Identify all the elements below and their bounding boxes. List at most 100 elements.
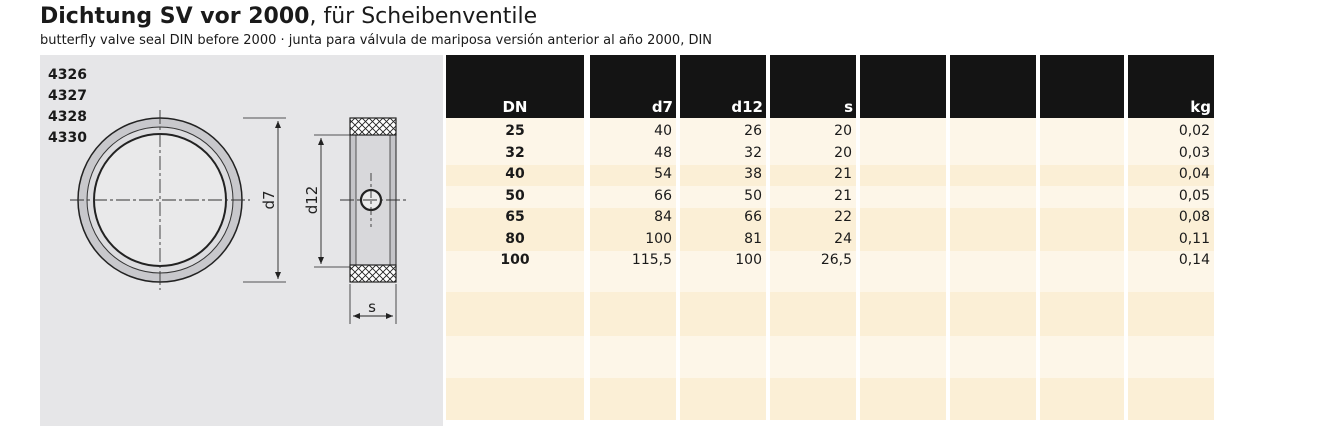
- technical-drawing: d7 d12 s: [70, 110, 406, 324]
- drawing-panel: 4326 4327 4328 4330 d7: [40, 55, 443, 426]
- table-cell-kg: 0,03: [1178, 144, 1210, 161]
- table-cell-kg: 0,02: [1178, 123, 1210, 139]
- table-cell-s: 20: [834, 123, 852, 139]
- side-section-view: [340, 117, 406, 283]
- table-cell-dn: 65: [505, 209, 525, 225]
- column-header-d7: d7: [590, 55, 676, 118]
- table-cell-kg: 0,08: [1178, 209, 1210, 225]
- column-header-kg: kg: [1128, 55, 1214, 118]
- label-d7: d7: [260, 190, 278, 209]
- table-band: [680, 186, 766, 208]
- column-header-empty-2: [950, 55, 1036, 118]
- table-band: [770, 164, 856, 186]
- table-band: [1040, 207, 1124, 251]
- table-band: [1128, 336, 1214, 378]
- table-band: [860, 164, 946, 186]
- page-title: Dichtung SV vor 2000, für Scheibenventil…: [40, 4, 537, 30]
- table-band: [770, 250, 856, 292]
- table-band: [950, 118, 1036, 165]
- article-number: 4330: [48, 130, 87, 146]
- table-band: [590, 164, 676, 186]
- table-cell-d7: 115,5: [631, 252, 672, 268]
- table-cell-d7: 100: [645, 230, 672, 247]
- table-band: [590, 186, 676, 208]
- label-d12: d12: [303, 186, 321, 215]
- table-band: [446, 164, 584, 186]
- column-header-label: d7: [651, 98, 673, 116]
- table-band: [1128, 378, 1214, 420]
- table-band: [1040, 292, 1124, 336]
- table-band: [770, 336, 856, 378]
- table-cell-dn: 100: [500, 252, 530, 268]
- table-band: [1040, 378, 1124, 420]
- table-cell-d12: 81: [744, 230, 762, 247]
- table-band: [1128, 186, 1214, 208]
- table-band: [1040, 250, 1124, 292]
- column-header-label: DN: [502, 98, 528, 116]
- table-band: [860, 118, 946, 165]
- column-header-label: d12: [731, 98, 763, 116]
- table-band: [680, 336, 766, 378]
- table-band: [590, 207, 676, 251]
- column-header-d12: d12: [680, 55, 766, 118]
- article-numbers: 4326 4327 4328 4330: [48, 65, 87, 149]
- table-cell-d7: 66: [654, 187, 672, 204]
- table-band: [590, 336, 676, 378]
- table-band: [590, 292, 676, 336]
- table-band: [680, 378, 766, 420]
- table-cell-d7: 84: [654, 209, 672, 225]
- table-cell-kg: 0,14: [1178, 252, 1210, 268]
- table-band: [680, 164, 766, 186]
- table-band: [860, 378, 946, 420]
- table-band: [770, 207, 856, 251]
- column-header-dn: DN: [446, 55, 584, 118]
- table-band: [950, 207, 1036, 251]
- table-band: [950, 336, 1036, 378]
- table-band: [950, 164, 1036, 186]
- table-band: [950, 378, 1036, 420]
- table-band: [1040, 118, 1124, 165]
- table-cell-s: 21: [834, 166, 852, 182]
- table-cell-d12: 38: [744, 166, 762, 182]
- table-cell-d12: 50: [744, 187, 762, 204]
- article-number: 4327: [48, 88, 87, 104]
- column-header-label: kg: [1190, 98, 1211, 116]
- table-band: [590, 250, 676, 292]
- table-cell-s: 24: [834, 230, 852, 247]
- table-band: [680, 292, 766, 336]
- title-rest: , für Scheibenventile: [309, 4, 538, 29]
- column-header-empty-3: [1040, 55, 1124, 118]
- table-band: [590, 118, 676, 165]
- column-header-empty-1: [860, 55, 946, 118]
- dimension-d12: d12: [303, 134, 365, 268]
- table-band: [1040, 186, 1124, 208]
- table-cell-s: 26,5: [820, 252, 852, 268]
- table-band: [860, 250, 946, 292]
- table-cell-s: 20: [834, 144, 852, 161]
- table-band: [1128, 164, 1214, 186]
- table-band: [950, 186, 1036, 208]
- table-band: [770, 118, 856, 165]
- label-s: s: [368, 298, 376, 316]
- table-band: [1040, 164, 1124, 186]
- table-cell-dn: 50: [505, 187, 525, 204]
- title-bold: Dichtung SV vor 2000: [40, 4, 310, 29]
- table-band: [590, 378, 676, 420]
- table-band: [1128, 207, 1214, 251]
- table-cell-s: 22: [834, 209, 852, 225]
- table-band: [446, 207, 584, 251]
- table-band: [1128, 118, 1214, 165]
- front-view-ring: [70, 110, 250, 290]
- table-band: [950, 292, 1036, 336]
- table-band: [860, 292, 946, 336]
- table-cell-d12: 32: [744, 144, 762, 161]
- table-band: [680, 118, 766, 165]
- table-cell-dn: 32: [505, 144, 525, 161]
- table-cell-dn: 80: [505, 230, 525, 247]
- table-band: [680, 207, 766, 251]
- table-cell-d12: 100: [735, 252, 762, 268]
- table-cell-d12: 26: [744, 123, 762, 139]
- table-band: [446, 186, 584, 208]
- table-band: [770, 292, 856, 336]
- table-cell-kg: 0,05: [1178, 187, 1210, 204]
